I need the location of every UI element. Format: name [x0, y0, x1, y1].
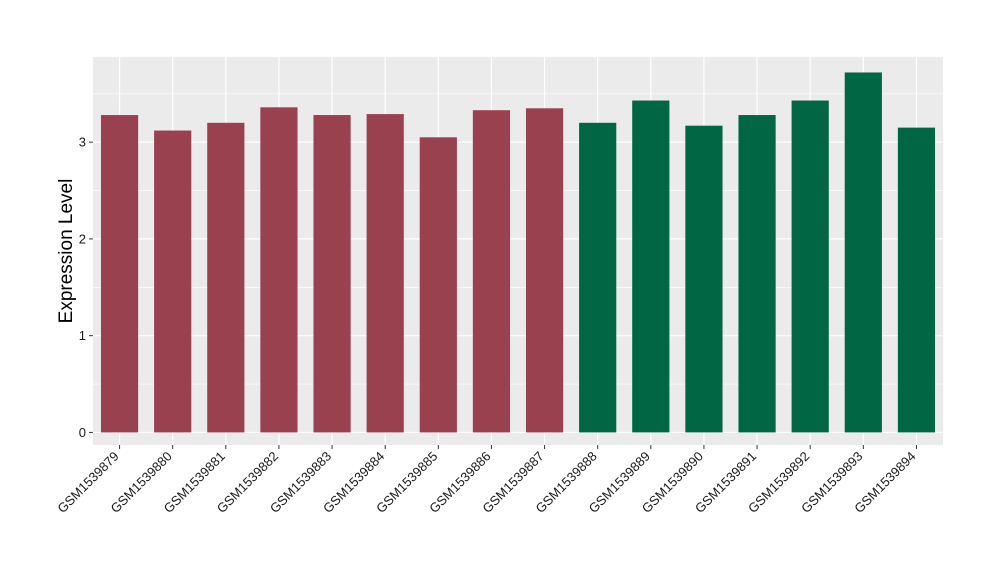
- y-tick-label: 2: [79, 231, 86, 246]
- bar-GSM1539886: [472, 110, 511, 433]
- bar-GSM1539879: [100, 115, 139, 433]
- y-tick-label: 3: [79, 135, 86, 150]
- bar-GSM1539892: [791, 100, 829, 433]
- bar-GSM1539889: [632, 100, 670, 433]
- y-tick-label: 0: [79, 425, 86, 440]
- bar-GSM1539894: [897, 127, 936, 433]
- bar-GSM1539890: [685, 125, 723, 433]
- bar-GSM1539891: [738, 115, 776, 433]
- y-axis: 0 1 2 3: [79, 135, 93, 440]
- bar-GSM1539893: [844, 72, 882, 433]
- y-axis-title: Expression Level: [56, 179, 77, 324]
- bar-GSM1539888: [579, 122, 617, 433]
- y-tick-label: 1: [79, 328, 86, 343]
- bar-GSM1539884: [366, 114, 404, 433]
- bar-GSM1539880: [154, 130, 192, 433]
- bars: [100, 72, 936, 433]
- bar-GSM1539883: [313, 115, 351, 433]
- bar-GSM1539881: [207, 122, 245, 433]
- bar-GSM1539887: [525, 108, 564, 433]
- x-axis: GSM1539879GSM1539880GSM1539881GSM1539882…: [54, 445, 919, 516]
- bar-GSM1539885: [419, 137, 457, 433]
- bar-GSM1539882: [260, 107, 298, 433]
